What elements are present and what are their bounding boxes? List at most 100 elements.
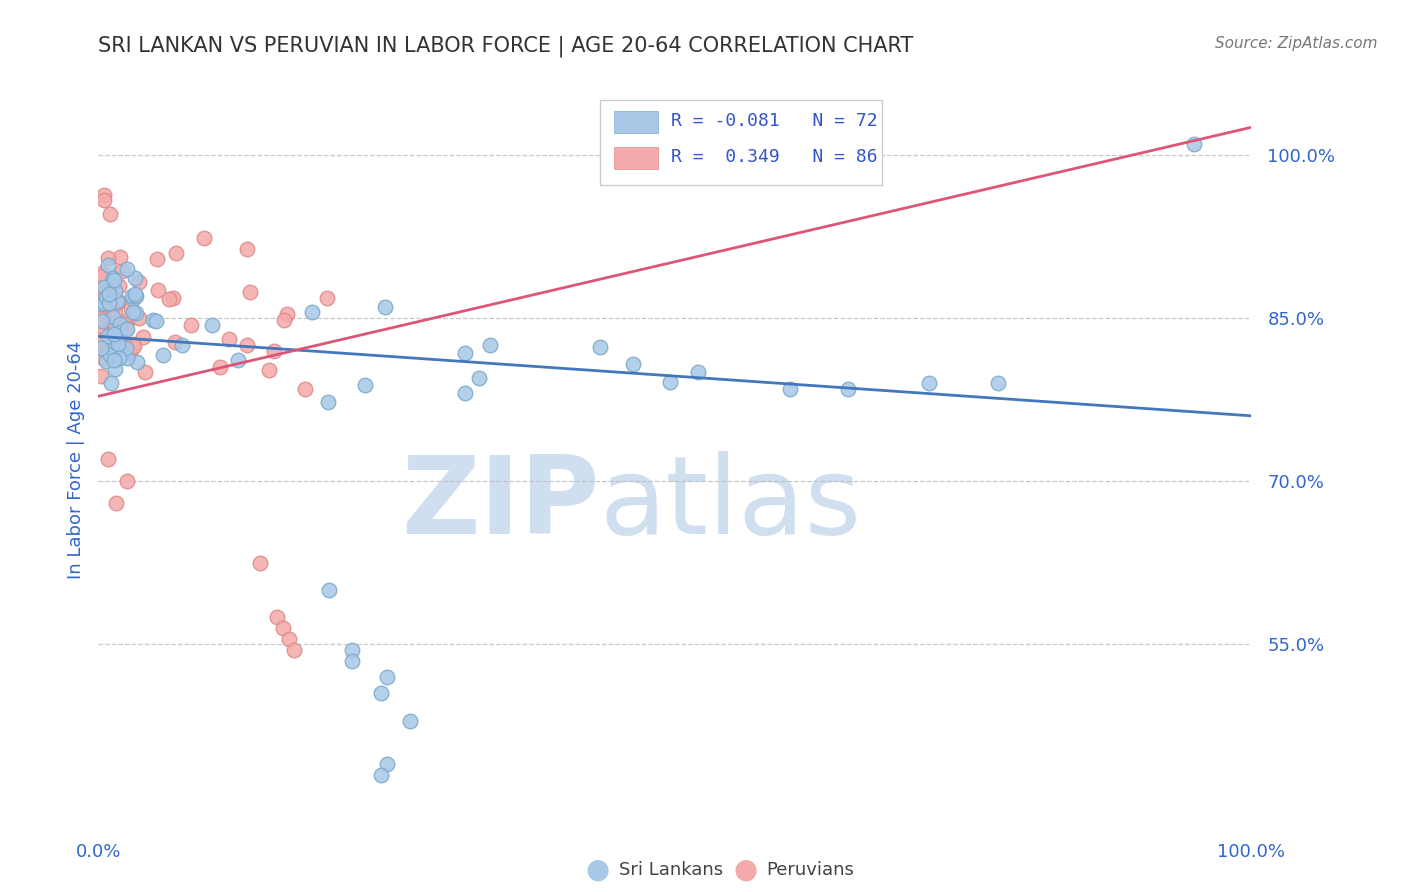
Point [277,632,299,646]
Point [1182,136,1205,151]
Point [263,343,285,358]
Point [201,318,224,332]
Point [257,362,280,376]
Point [236,338,259,352]
Text: Peruvians: Peruvians [766,861,855,879]
Point [103,326,125,341]
Y-axis label: In Labor Force | Age 20-64: In Labor Force | Age 20-64 [66,340,84,579]
Point [162,291,184,305]
Point [111,326,134,340]
Point [91,310,114,324]
Point [145,313,167,327]
Point [271,621,294,635]
Point [90,266,112,280]
Point [93,341,115,355]
Point [90,337,112,351]
Point [686,365,709,379]
Point [117,312,139,326]
Point [93,296,115,310]
Point [134,365,156,379]
Point [90,269,112,284]
Point [374,300,396,314]
Text: atlas: atlas [600,450,862,557]
Point [283,643,305,657]
Point [276,307,298,321]
Point [273,313,295,327]
Point [103,273,125,287]
Point [96,298,118,312]
Point [589,340,612,354]
Point [115,322,138,336]
Point [453,345,475,359]
Point [779,382,801,396]
Point [375,670,398,684]
Point [121,289,143,303]
Point [94,353,117,368]
Text: R =  0.349   N = 86: R = 0.349 N = 86 [672,148,877,166]
Point [90,305,112,319]
Point [180,318,202,332]
Point [98,326,121,341]
Point [104,496,127,510]
Point [91,311,114,326]
Point [108,334,131,349]
Point [152,348,174,362]
Point [124,271,146,285]
Point [104,334,127,348]
Point [105,320,128,334]
Point [105,296,128,310]
Point [90,368,112,383]
Point [91,310,114,325]
Point [316,395,339,409]
Text: Source: ZipAtlas.com: Source: ZipAtlas.com [1215,36,1378,51]
Point [301,305,323,319]
Point [89,333,111,347]
Point [107,315,129,329]
Point [97,329,120,343]
Point [100,322,122,336]
Point [104,306,127,320]
Point [108,330,131,344]
Point [354,378,377,392]
Point [375,757,398,772]
Point [987,376,1010,391]
Point [146,283,169,297]
Point [266,610,288,624]
Point [114,341,136,355]
Point [124,286,146,301]
Text: SRI LANKAN VS PERUVIAN IN LABOR FORCE | AGE 20-64 CORRELATION CHART: SRI LANKAN VS PERUVIAN IN LABOR FORCE | … [98,36,914,57]
Point [103,340,125,354]
Point [111,341,134,355]
Point [110,347,132,361]
Point [110,317,132,331]
Point [917,376,939,391]
Point [125,289,148,303]
Point [479,338,502,352]
Point [101,270,124,285]
Point [103,319,125,334]
Point [209,360,232,375]
Point [91,336,114,351]
Point [249,556,271,570]
Point [97,306,120,320]
Text: R = -0.081   N = 72: R = -0.081 N = 72 [672,112,877,130]
Point [623,357,645,371]
Point [101,336,124,351]
Point [837,382,859,396]
Point [90,341,112,355]
Point [370,768,392,782]
Point [318,582,340,597]
Point [94,290,117,304]
Point [89,297,111,311]
Point [105,294,128,309]
Point [104,285,127,299]
Point [93,194,115,208]
FancyBboxPatch shape [614,111,658,133]
Point [454,385,477,400]
Point [101,310,124,324]
Point [170,338,193,352]
Point [398,714,420,728]
Point [124,306,146,320]
Text: ●: ● [733,855,758,884]
Point [93,187,115,202]
